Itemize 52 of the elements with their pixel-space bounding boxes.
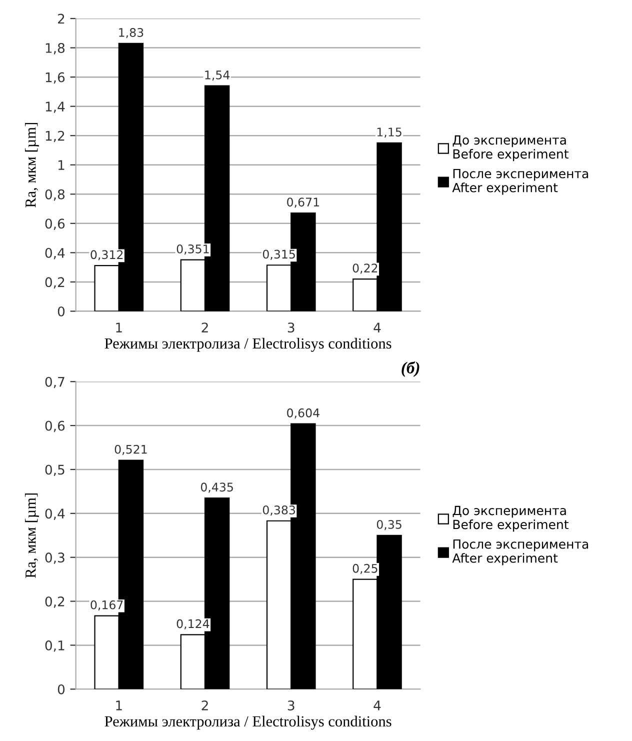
- y-tick-label: 0,6: [45, 218, 65, 230]
- legend-label: После эксперимента After experiment: [452, 169, 588, 195]
- legend-label: После эксперимента After experiment: [452, 540, 588, 566]
- x-axis-title: Режимы электролиза / Electrolisys conditions: [104, 338, 392, 352]
- y-tick-label: 0,7: [45, 376, 64, 388]
- data-label: 0,312: [90, 250, 123, 260]
- data-label: 0,315: [262, 250, 295, 260]
- data-label: 0,22: [352, 264, 378, 274]
- y-tick-label: 1,6: [46, 72, 65, 84]
- data-label: 0,671: [287, 198, 319, 208]
- y-tick-label: 0,2: [45, 277, 64, 288]
- y-tick-label: 1,4: [46, 102, 65, 113]
- y-tick-label: 2: [58, 14, 64, 24]
- x-tick-label: 4: [374, 322, 381, 332]
- x-tick-label: 1: [116, 700, 122, 710]
- x-tick-label: 1: [116, 322, 122, 332]
- data-label: 0,604: [287, 408, 320, 419]
- data-label: 0,383: [262, 505, 296, 516]
- y-tick-label: 1,2: [46, 130, 64, 142]
- y-tick-label: 1,8: [46, 43, 65, 54]
- y-tick-label: 0,5: [45, 464, 64, 476]
- y-tick-label: 0: [58, 684, 65, 694]
- data-label: 1,83: [119, 28, 144, 38]
- legend-label: До эксперимента Before experiment: [452, 135, 568, 162]
- data-label: 0,167: [90, 600, 123, 611]
- y-tick-label: 0,2: [45, 596, 64, 608]
- x-tick-label: 3: [288, 322, 294, 333]
- x-tick-label: 4: [374, 700, 381, 710]
- y-tick-label: 1: [58, 160, 64, 170]
- y-axis-title: Ra, мкм [µm]: [25, 493, 39, 578]
- chart-title: (б): [402, 361, 420, 377]
- data-label: 1,54: [205, 70, 230, 81]
- x-tick-label: 3: [288, 700, 294, 710]
- y-tick-label: 0,4: [45, 508, 65, 520]
- x-tick-label: 2: [202, 322, 208, 332]
- data-label: 0,25: [352, 564, 378, 574]
- y-tick-label: 0: [58, 306, 65, 316]
- data-label: 0,124: [176, 619, 210, 630]
- data-label: 1,15: [377, 128, 402, 138]
- y-tick-label: 0,1: [45, 640, 64, 652]
- x-axis-title: Режимы электролиза / Electrolisys conditions: [104, 716, 392, 730]
- data-label: 0,521: [114, 444, 147, 455]
- y-tick-label: 0,4: [45, 248, 65, 260]
- y-tick-label: 0,8: [45, 189, 65, 201]
- x-tick-label: 2: [202, 700, 208, 710]
- y-axis-title: Ra, мкм [µm]: [25, 122, 39, 208]
- data-label: 0,435: [200, 482, 233, 493]
- y-tick-label: 0,3: [45, 552, 64, 564]
- y-tick-label: 0,6: [45, 420, 65, 432]
- data-label: 0,351: [176, 244, 209, 255]
- legend-label: До эксперимента Before experiment: [452, 506, 568, 532]
- data-label: 0,35: [376, 520, 402, 530]
